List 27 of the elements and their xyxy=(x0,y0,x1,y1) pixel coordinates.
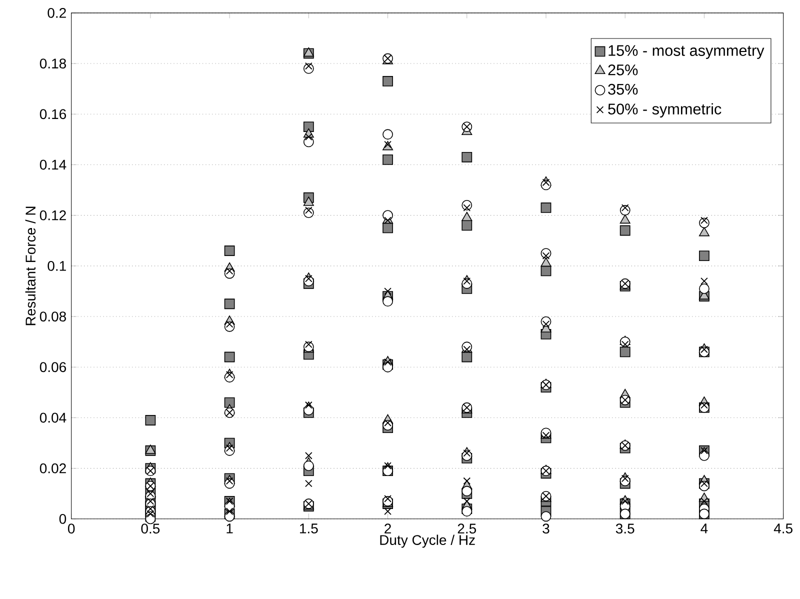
y-tick-label: 0.18 xyxy=(40,58,66,69)
y-tick-label: 0.08 xyxy=(40,312,66,322)
y-axis-title: Resultant Force / N xyxy=(25,206,36,326)
x-axis-title: Duty Cycle / Hz xyxy=(380,534,475,548)
y-tick-label: 0.06 xyxy=(40,362,66,372)
x-tick-label: 0.5 xyxy=(141,524,160,534)
x-tick-label: 4 xyxy=(700,524,708,534)
y-tick-label: 0.16 xyxy=(40,109,66,120)
x-tick-label: 2.5 xyxy=(458,524,476,534)
x-tick-label: 1.5 xyxy=(300,524,318,534)
x-tick-label: 2 xyxy=(384,524,391,534)
legend-label: 50% - symmetric xyxy=(608,103,722,118)
y-tick-label: 0.02 xyxy=(40,463,66,474)
y-tick-label: 0.04 xyxy=(40,412,66,423)
y-tick-label: 0 xyxy=(59,514,66,524)
x-tick-label: 1 xyxy=(226,524,233,534)
x-tick-label: 3 xyxy=(542,524,550,534)
y-tick-label: 0.2 xyxy=(48,8,66,18)
x-tick-label: 0 xyxy=(68,524,75,534)
legend-label: 25% xyxy=(608,64,638,76)
legend-label: 15% - most asymmetry xyxy=(608,45,764,60)
y-tick-label: 0.14 xyxy=(40,160,66,170)
legend-label: 35% xyxy=(608,84,638,95)
y-tick-label: 0.12 xyxy=(40,210,66,220)
y-tick-label: 0.1 xyxy=(48,261,66,271)
x-tick-label: 4.5 xyxy=(774,524,792,534)
x-tick-label: 3.5 xyxy=(616,524,634,534)
